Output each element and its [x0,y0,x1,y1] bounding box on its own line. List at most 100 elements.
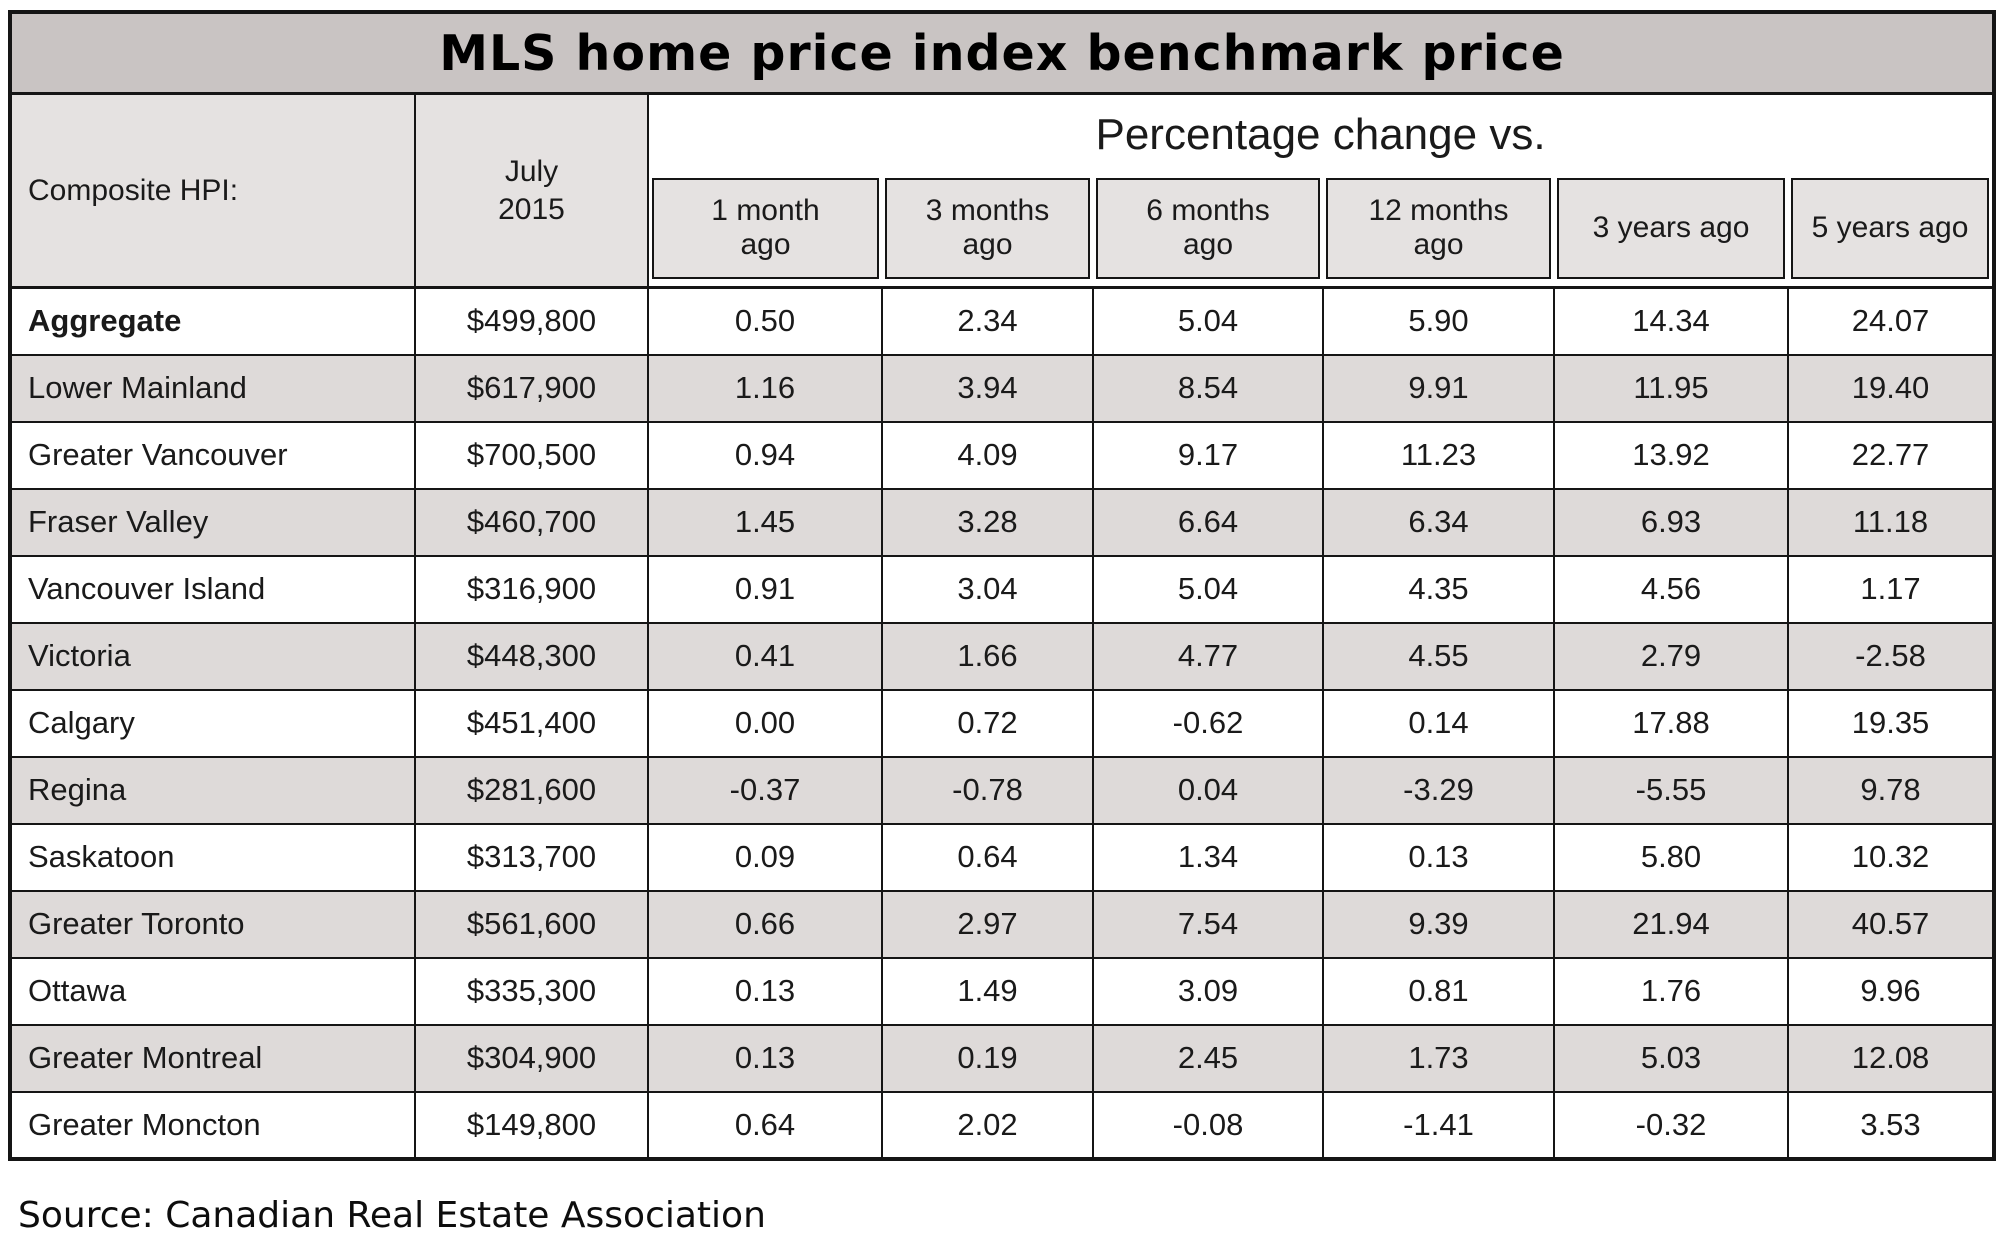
table-row: Vancouver Island $316,900 0.91 3.04 5.04… [9,554,1996,624]
change-cell: 11.23 [1322,420,1555,490]
change-cell: 4.09 [881,420,1094,490]
change-cell: 5.90 [1322,286,1555,356]
region-cell: Calgary [9,688,416,758]
table-row: Greater Toronto $561,600 0.66 2.97 7.54 … [9,889,1996,959]
region-cell: Vancouver Island [9,554,416,624]
region-cell: Greater Toronto [9,889,416,959]
change-cell: 13.92 [1553,420,1789,490]
change-cell: 3.53 [1786,1090,1996,1160]
price-cell: $448,300 [414,621,649,691]
region-cell: Ottawa [9,956,416,1026]
price-cell: $316,900 [414,554,649,624]
change-cell: 9.78 [1786,755,1996,825]
change-cell: 6.34 [1322,487,1555,557]
change-cell: 5.04 [1092,554,1324,624]
price-cell: $460,700 [414,487,649,557]
change-cell: 0.41 [647,621,883,691]
table-row: Ottawa $335,300 0.13 1.49 3.09 0.81 1.76… [9,956,1996,1026]
change-cell: 4.77 [1092,621,1324,691]
change-cell: 0.91 [647,554,883,624]
change-cell: 12.08 [1786,1023,1996,1093]
change-cell: 3.04 [881,554,1094,624]
price-column-header: July 2015 [414,92,649,289]
region-cell: Greater Moncton [9,1090,416,1160]
change-cell: 1.16 [647,353,883,423]
change-cell: 0.94 [647,420,883,490]
change-cell: 0.00 [647,688,883,758]
change-cell: 4.55 [1322,621,1555,691]
price-cell: $561,600 [414,889,649,959]
region-cell: Fraser Valley [9,487,416,557]
table-row: Victoria $448,300 0.41 1.66 4.77 4.55 2.… [9,621,1996,691]
change-cell: 14.34 [1553,286,1789,356]
change-cell: 0.66 [647,889,883,959]
region-cell: Saskatoon [9,822,416,892]
change-cell: 1.76 [1553,956,1789,1026]
change-cell: 1.49 [881,956,1094,1026]
change-cell: 17.88 [1553,688,1789,758]
change-cell: 1.17 [1786,554,1996,624]
change-cell: 7.54 [1092,889,1324,959]
header-row-group: Composite HPI: July 2015 Percentage chan… [9,92,1996,289]
period-header-3-months: 3 months ago [885,177,1090,279]
table-row: Saskatoon $313,700 0.09 0.64 1.34 0.13 5… [9,822,1996,892]
region-cell: Greater Montreal [9,1023,416,1093]
price-cell: $313,700 [414,822,649,892]
price-cell: $149,800 [414,1090,649,1160]
period-header-cell: 3 months ago [882,175,1093,288]
change-cell: 0.19 [881,1023,1094,1093]
change-cell: 1.34 [1092,822,1324,892]
change-cell: 0.50 [647,286,883,356]
price-cell: $451,400 [414,688,649,758]
change-cell: -0.08 [1092,1090,1324,1160]
table-row: Greater Vancouver $700,500 0.94 4.09 9.1… [9,420,1996,490]
period-header-cell: 1 month ago [648,175,882,288]
change-cell: 6.64 [1092,487,1324,557]
change-cell: 5.80 [1553,822,1789,892]
change-cell: 3.94 [881,353,1094,423]
change-cell: 2.34 [881,286,1094,356]
price-cell: $281,600 [414,755,649,825]
change-cell: 2.79 [1553,621,1789,691]
table-row: Regina $281,600 -0.37 -0.78 0.04 -3.29 -… [9,755,1996,825]
change-cell: 4.35 [1322,554,1555,624]
change-cell: 5.04 [1092,286,1324,356]
change-cell: -1.41 [1322,1090,1555,1160]
source-note: Source: Canadian Real Estate Association [18,1194,766,1236]
change-cell: 19.40 [1786,353,1996,423]
region-cell: Regina [9,755,416,825]
change-cell: 0.81 [1322,956,1555,1026]
period-header-1-month: 1 month ago [652,177,879,279]
title-bar: MLS home price index benchmark price [8,11,1996,95]
page-title: MLS home price index benchmark price [8,11,1996,95]
change-cell: 3.28 [881,487,1094,557]
change-cell: 24.07 [1786,286,1996,356]
change-cell: 0.14 [1322,688,1555,758]
change-cell: 8.54 [1092,353,1324,423]
change-cell: 19.35 [1786,688,1996,758]
change-cell: 0.13 [647,956,883,1026]
price-cell: $499,800 [414,286,649,356]
change-cell: 9.17 [1092,420,1324,490]
price-cell: $304,900 [414,1023,649,1093]
table-row: Greater Montreal $304,900 0.13 0.19 2.45… [9,1023,1996,1093]
change-cell: 5.03 [1553,1023,1789,1093]
table-row: Calgary $451,400 0.00 0.72 -0.62 0.14 17… [9,688,1996,758]
table-row: Greater Moncton $149,800 0.64 2.02 -0.08… [9,1090,1996,1160]
change-cell: 3.09 [1092,956,1324,1026]
hpi-benchmark-table: MLS home price index benchmark price Com… [8,10,1997,1161]
change-cell: -0.78 [881,755,1094,825]
change-cell: 22.77 [1786,420,1996,490]
period-header-cell: 6 months ago [1093,175,1323,288]
change-cell: 0.13 [1322,822,1555,892]
change-cell: -0.62 [1092,688,1324,758]
change-cell: 0.72 [881,688,1094,758]
change-cell: 1.73 [1322,1023,1555,1093]
change-cell: 2.45 [1092,1023,1324,1093]
change-cell: 4.56 [1553,554,1789,624]
region-cell: Victoria [9,621,416,691]
change-cell: 0.13 [647,1023,883,1093]
change-cell: -0.37 [647,755,883,825]
change-cell: -0.32 [1553,1090,1789,1160]
